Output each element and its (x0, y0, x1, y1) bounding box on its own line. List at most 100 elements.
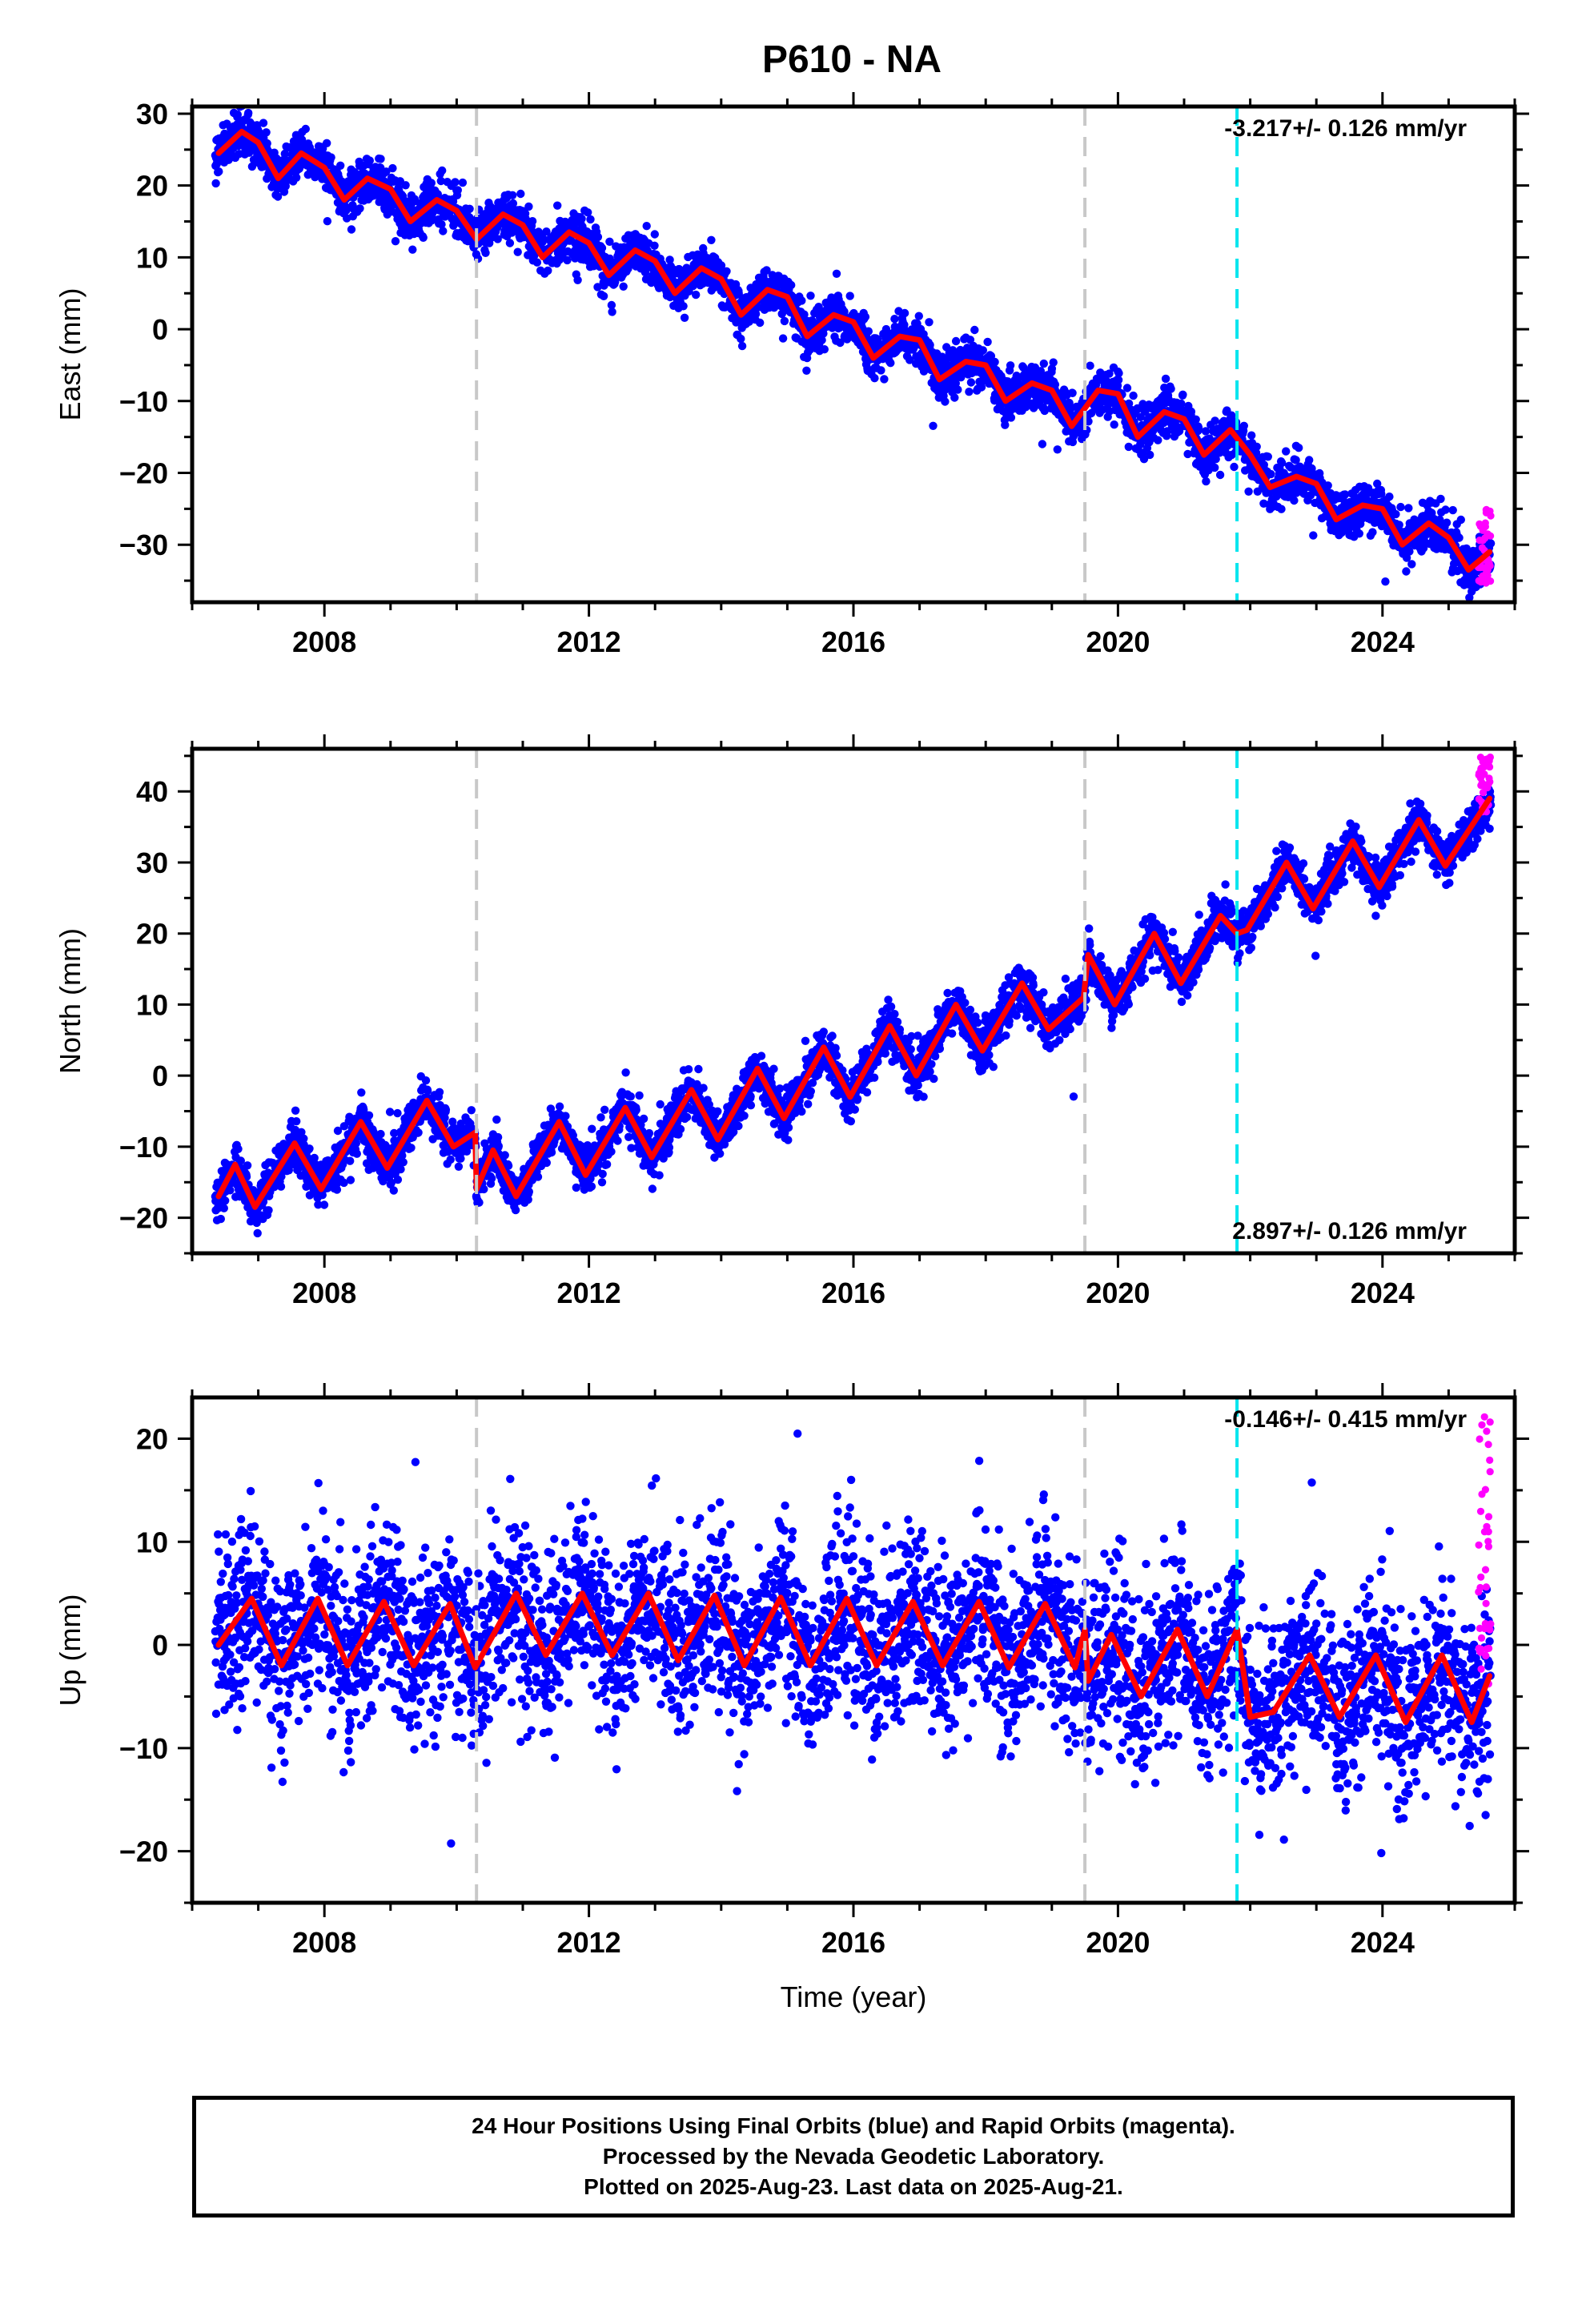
x-tick-label: 2016 (821, 625, 885, 658)
final-orbit-point (301, 124, 310, 134)
final-orbit-point (1110, 420, 1118, 429)
final-orbit-point (1178, 390, 1187, 399)
final-orbit-point (1006, 413, 1016, 422)
x-tick-label: 2020 (1086, 625, 1150, 658)
final-orbit-point (427, 179, 436, 187)
final-orbit-point (226, 1186, 235, 1195)
final-orbit-point (1404, 504, 1413, 513)
final-orbit-point (1307, 464, 1316, 473)
final-orbit-point (970, 325, 979, 335)
final-orbit-point (1244, 487, 1253, 496)
final-orbit-point (1277, 505, 1286, 513)
final-orbit-point (1385, 493, 1394, 501)
final-orbit-point (870, 374, 879, 383)
final-orbit-point (387, 1178, 396, 1188)
final-orbit-point (382, 167, 391, 176)
rapid-orbit-point (1481, 519, 1489, 527)
final-orbit-point (277, 1172, 286, 1181)
final-orbit-point (1252, 442, 1261, 451)
final-orbit-point (505, 239, 515, 247)
rapid-orbit-point (1487, 512, 1495, 520)
final-orbit-point (808, 317, 817, 327)
final-orbit-point (1053, 445, 1062, 454)
final-orbit-point (737, 341, 747, 351)
final-orbit-point (264, 1206, 273, 1215)
final-orbit-point (379, 1176, 387, 1186)
final-orbit-point (401, 181, 410, 190)
final-orbit-point (836, 338, 845, 348)
final-orbit-point (1309, 531, 1318, 540)
final-orbit-point (571, 254, 580, 263)
final-orbit-point (1323, 481, 1332, 490)
final-orbit-point (800, 310, 809, 319)
final-orbit-point (642, 222, 651, 231)
final-orbit-point (573, 275, 582, 284)
final-orbit-point (1340, 490, 1350, 499)
final-orbit-point (346, 1156, 355, 1165)
figure-title: P610 - NA (762, 38, 942, 81)
final-orbit-point (513, 247, 522, 256)
final-orbit-point (1174, 427, 1184, 436)
final-orbit-point (542, 227, 551, 236)
velocity-rate-label: -3.217+/- 0.126 mm/yr (1224, 115, 1467, 142)
final-orbit-point (352, 1149, 361, 1158)
final-orbit-point (437, 220, 446, 229)
final-orbit-point (605, 237, 614, 246)
rapid-orbit-point (1484, 530, 1492, 538)
final-orbit-point (1136, 412, 1145, 421)
final-orbit-point (219, 1204, 228, 1212)
final-orbit-point (1267, 469, 1275, 479)
final-orbit-point (553, 201, 562, 210)
final-orbit-point (1161, 374, 1170, 384)
final-orbit-point (376, 1129, 385, 1139)
final-orbit-point (722, 267, 731, 275)
rapid-orbit-point (1476, 537, 1484, 545)
final-orbit-point (1405, 547, 1414, 556)
final-orbit-point (390, 1128, 399, 1138)
final-orbit-point (436, 176, 445, 186)
final-orbit-point (388, 163, 397, 173)
final-orbit-point (1040, 406, 1050, 416)
final-orbit-point (393, 1108, 402, 1118)
final-orbit-point (966, 336, 975, 344)
final-orbit-point (291, 1106, 300, 1116)
final-orbit-point (451, 178, 460, 187)
final-orbit-point (717, 261, 726, 270)
final-orbit-point (820, 345, 829, 354)
final-orbit-point (1049, 358, 1058, 367)
final-orbit-point (1239, 421, 1249, 430)
final-orbit-point (1183, 449, 1192, 459)
final-orbit-point (1290, 496, 1299, 505)
final-orbit-point (305, 1191, 315, 1200)
final-orbit-point (332, 1185, 342, 1194)
final-orbit-point (292, 1117, 301, 1126)
final-orbit-point (1442, 518, 1452, 527)
final-orbit-point (778, 334, 788, 343)
final-orbit-point (1396, 502, 1405, 512)
final-orbit-point (707, 235, 716, 244)
final-orbit-point (1194, 423, 1203, 432)
final-orbit-point (1282, 447, 1291, 456)
final-orbit-point (1050, 380, 1060, 389)
y-tick-label: 20 (136, 170, 168, 203)
final-orbit-point (563, 255, 572, 265)
final-orbit-point (593, 283, 602, 292)
final-orbit-point (1402, 567, 1411, 576)
final-orbit-point (276, 1182, 286, 1191)
rapid-orbit-point (1479, 572, 1487, 580)
final-orbit-point (262, 128, 271, 137)
final-orbit-point (1247, 431, 1256, 440)
final-orbit-point (234, 1144, 243, 1154)
final-orbit-point (1122, 384, 1132, 392)
final-orbit-point (446, 1155, 455, 1164)
final-orbit-point (439, 227, 448, 235)
final-orbit-point (780, 316, 789, 326)
final-orbit-point (737, 334, 745, 344)
final-orbit-point (259, 119, 268, 127)
final-orbit-point (1166, 384, 1175, 393)
final-orbit-point (845, 292, 854, 300)
final-orbit-point (357, 1088, 366, 1097)
final-orbit-point (1486, 539, 1496, 548)
final-orbit-point (1201, 427, 1211, 436)
